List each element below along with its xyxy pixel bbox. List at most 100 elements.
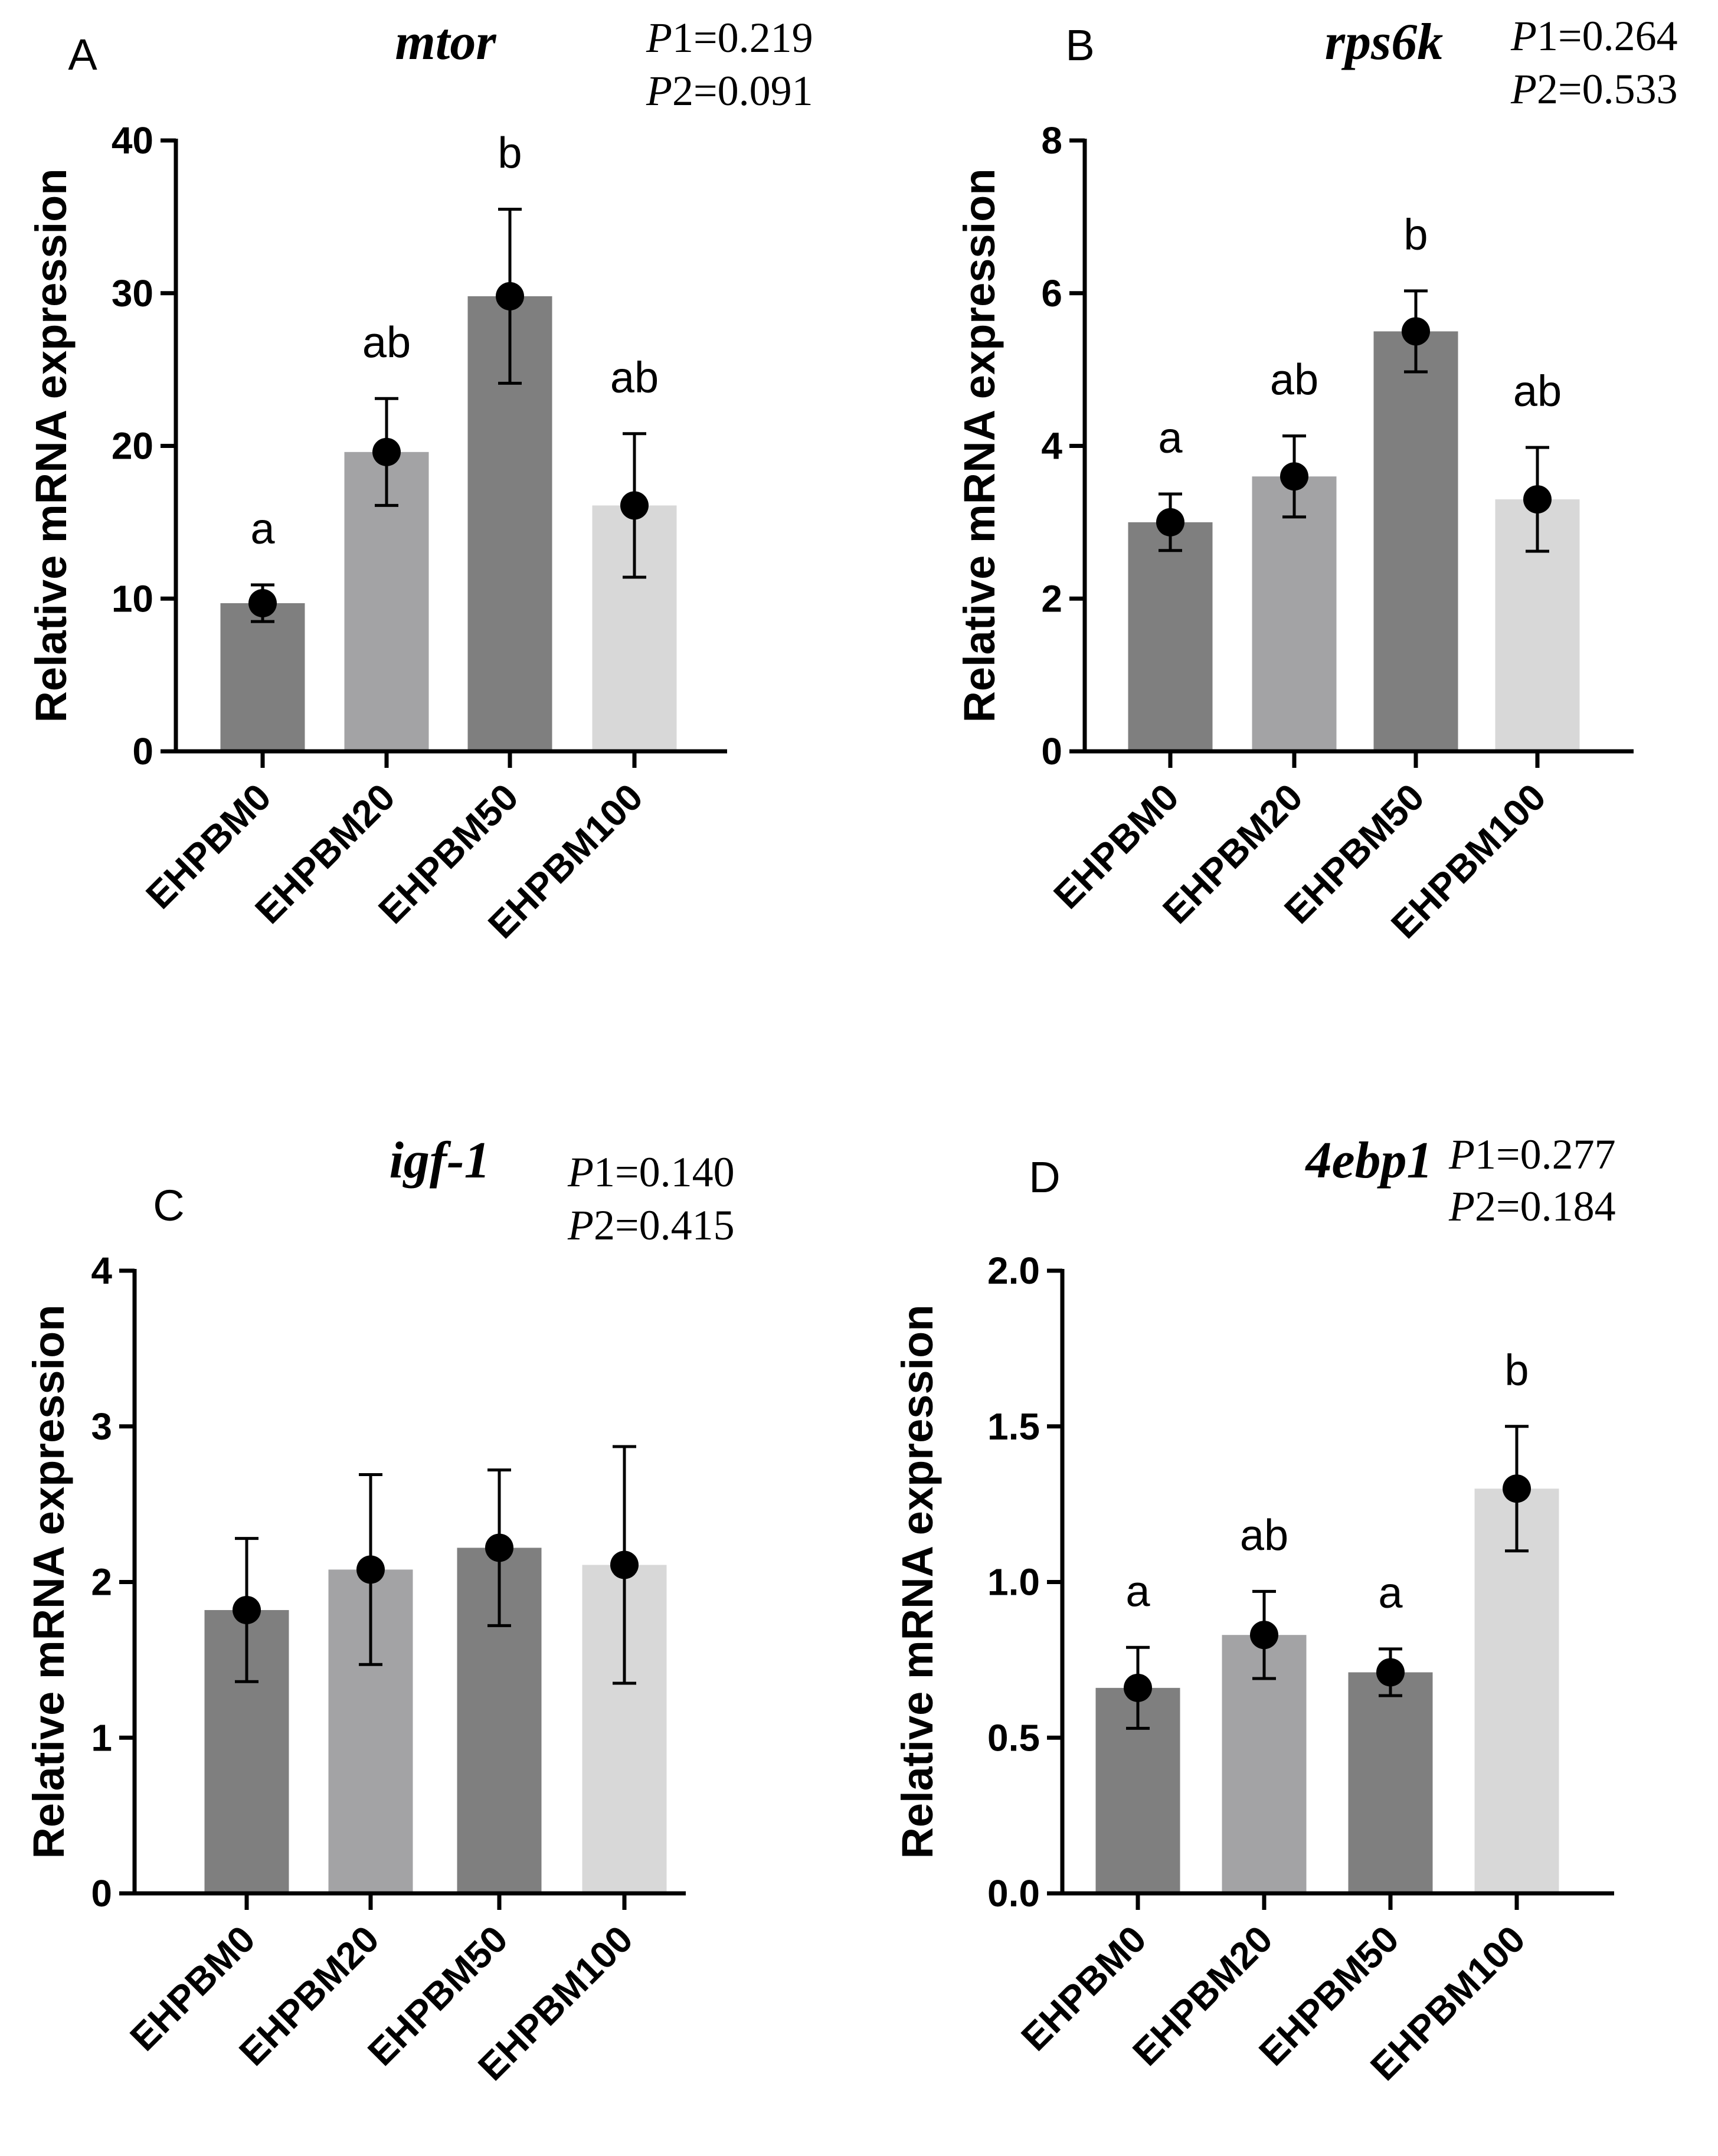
y-tick-label: 4 bbox=[91, 1249, 112, 1292]
p-value-number: =0.219 bbox=[693, 14, 813, 61]
gene-title: 4ebp1 bbox=[1304, 1132, 1432, 1189]
p-value-1: P1=0.140 bbox=[567, 1149, 735, 1196]
y-tick-label: 10 bbox=[112, 577, 153, 620]
y-tick-label: 4 bbox=[1041, 425, 1062, 467]
significance-letter: b bbox=[1504, 1346, 1529, 1395]
significance-letter: ab bbox=[362, 318, 411, 367]
y-tick-label: 2 bbox=[91, 1561, 112, 1604]
y-axis-title: Relative mRNA expression bbox=[27, 168, 76, 722]
mean-point bbox=[1402, 317, 1430, 346]
panel-letter: A bbox=[68, 30, 97, 79]
mean-point bbox=[233, 1595, 261, 1624]
p-value-2: P2=0.184 bbox=[1448, 1183, 1616, 1230]
panel-letter: D bbox=[1029, 1153, 1060, 1202]
p-value-number: =0.140 bbox=[615, 1149, 735, 1196]
p-symbol: P bbox=[567, 1202, 594, 1249]
mean-point bbox=[610, 1550, 639, 1579]
bar-ehpbm100 bbox=[1474, 1488, 1559, 1893]
p-index: 2 bbox=[1537, 66, 1558, 113]
p-index: 1 bbox=[1475, 1131, 1496, 1178]
p-value-2: P2=0.533 bbox=[1510, 66, 1678, 113]
y-tick-label: 20 bbox=[112, 425, 153, 467]
p-index: 1 bbox=[594, 1149, 615, 1196]
mean-point bbox=[372, 437, 401, 466]
mean-point bbox=[356, 1555, 385, 1584]
significance-letter: a bbox=[1158, 413, 1183, 462]
significance-letter: a bbox=[1378, 1568, 1403, 1617]
y-axis-title: Relative mRNA expression bbox=[24, 1304, 73, 1859]
y-tick-label: 8 bbox=[1041, 119, 1062, 162]
mean-point bbox=[1503, 1474, 1531, 1503]
chart-panel-d: 0.00.51.01.52.0EHPBM0EHPBM20EHPBM50EHPBM… bbox=[893, 1131, 1616, 2089]
y-tick-label: 0.0 bbox=[987, 1872, 1040, 1915]
significance-letter: a bbox=[1125, 1566, 1150, 1615]
significance-letter: a bbox=[250, 504, 275, 553]
significance-letter: ab bbox=[610, 353, 659, 402]
mean-point bbox=[1156, 508, 1184, 536]
p-symbol: P bbox=[646, 14, 672, 61]
p-value-number: =0.264 bbox=[1558, 12, 1678, 60]
y-tick-label: 1.5 bbox=[987, 1405, 1040, 1448]
y-tick-label: 30 bbox=[112, 272, 153, 315]
significance-letter: b bbox=[1403, 210, 1428, 259]
p-value-1: P1=0.264 bbox=[1510, 12, 1678, 60]
panel-letter: B bbox=[1065, 21, 1094, 70]
gene-title: mtor bbox=[395, 14, 496, 71]
y-axis-title: Relative mRNA expression bbox=[893, 1304, 942, 1859]
significance-letter: ab bbox=[1513, 367, 1562, 416]
mean-point bbox=[485, 1533, 513, 1562]
mean-point bbox=[1376, 1658, 1405, 1687]
y-tick-label: 1 bbox=[91, 1716, 112, 1759]
p-symbol: P bbox=[1448, 1131, 1475, 1178]
bar-ehpbm0 bbox=[1128, 522, 1213, 751]
bar-ehpbm50 bbox=[1373, 331, 1458, 751]
chart-panel-c: 01234EHPBM0EHPBM20EHPBM50EHPBM100Relativ… bbox=[24, 1132, 735, 2089]
chart-panel-a: 010203040EHPBM0EHPBM20EHPBM50EHPBM100aab… bbox=[27, 14, 813, 947]
p-symbol: P bbox=[646, 67, 672, 114]
p-value-number: =0.091 bbox=[693, 67, 813, 114]
p-symbol: P bbox=[1510, 66, 1537, 113]
p-value-number: =0.184 bbox=[1496, 1183, 1616, 1230]
mean-point bbox=[1523, 485, 1552, 514]
p-index: 2 bbox=[672, 67, 693, 114]
bar-ehpbm0 bbox=[220, 603, 305, 751]
chart-panel-b: 02468EHPBM0EHPBM20EHPBM50EHPBM100aabbabR… bbox=[955, 12, 1678, 947]
bar-ehpbm50 bbox=[1348, 1672, 1433, 1893]
gene-title: igf-1 bbox=[389, 1132, 490, 1189]
p-symbol: P bbox=[1448, 1183, 1475, 1230]
mean-point bbox=[1124, 1673, 1152, 1702]
y-tick-label: 0 bbox=[91, 1872, 112, 1915]
p-value-2: P2=0.091 bbox=[646, 67, 813, 114]
p-value-number: =0.277 bbox=[1496, 1131, 1616, 1178]
y-tick-label: 2.0 bbox=[987, 1249, 1040, 1292]
panel-letter: C bbox=[153, 1181, 184, 1230]
y-tick-label: 40 bbox=[112, 119, 153, 162]
y-tick-label: 6 bbox=[1041, 272, 1062, 315]
p-index: 2 bbox=[1475, 1183, 1496, 1230]
y-tick-label: 1.0 bbox=[987, 1561, 1040, 1604]
y-tick-label: 0.5 bbox=[987, 1716, 1040, 1759]
mean-point bbox=[620, 491, 649, 520]
p-value-2: P2=0.415 bbox=[567, 1202, 735, 1249]
significance-letter: ab bbox=[1240, 1510, 1288, 1559]
y-axis-title: Relative mRNA expression bbox=[955, 168, 1004, 722]
bar-ehpbm20 bbox=[1252, 476, 1337, 751]
mean-point bbox=[1280, 462, 1308, 491]
gene-title: rps6k bbox=[1325, 14, 1444, 71]
y-tick-label: 0 bbox=[132, 730, 153, 773]
significance-letter: b bbox=[498, 128, 522, 177]
p-value-1: P1=0.219 bbox=[646, 14, 813, 61]
p-value-number: =0.533 bbox=[1558, 66, 1678, 113]
p-index: 1 bbox=[1537, 12, 1558, 60]
mean-point bbox=[248, 589, 277, 618]
y-tick-label: 3 bbox=[91, 1405, 112, 1448]
p-symbol: P bbox=[1510, 12, 1537, 60]
mean-point bbox=[1250, 1621, 1278, 1650]
p-value-number: =0.415 bbox=[615, 1202, 735, 1249]
p-index: 1 bbox=[672, 14, 693, 61]
p-value-1: P1=0.277 bbox=[1448, 1131, 1616, 1178]
significance-letter: ab bbox=[1270, 355, 1318, 404]
p-symbol: P bbox=[567, 1149, 594, 1196]
mean-point bbox=[496, 282, 524, 310]
